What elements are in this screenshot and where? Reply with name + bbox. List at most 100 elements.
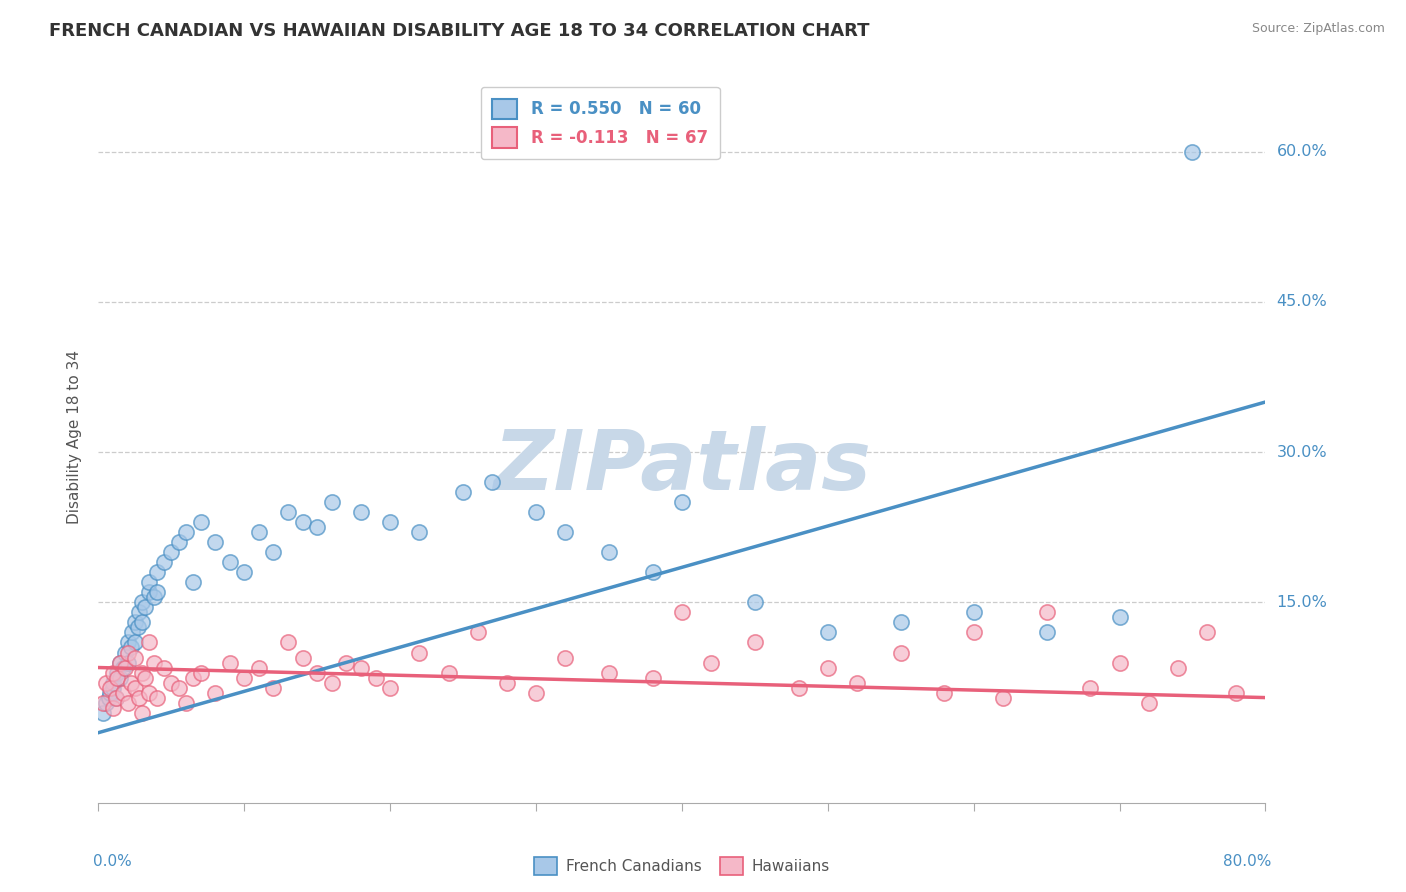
Point [110, 656, 132, 670]
Text: 60.0%: 60.0% [1277, 144, 1327, 159]
Point [114, 646, 136, 660]
Point [131, 595, 153, 609]
Point [97, 690, 120, 705]
Point [364, 671, 387, 685]
Point [120, 640, 142, 655]
Point [671, 495, 693, 509]
Point [138, 635, 160, 649]
Point [408, 525, 430, 540]
Point [962, 625, 984, 640]
Point [700, 656, 723, 670]
Point [233, 566, 256, 580]
Point [190, 665, 212, 680]
Point [1080, 681, 1102, 695]
Point [218, 656, 240, 670]
Point [101, 681, 124, 695]
Point [350, 660, 373, 674]
Point [146, 690, 169, 705]
Point [104, 690, 127, 705]
Point [146, 566, 169, 580]
Point [124, 681, 146, 695]
Point [110, 656, 132, 670]
Point [598, 545, 620, 559]
Point [218, 555, 240, 569]
Text: FRENCH CANADIAN VS HAWAIIAN DISABILITY AGE 18 TO 34 CORRELATION CHART: FRENCH CANADIAN VS HAWAIIAN DISABILITY A… [49, 22, 870, 40]
Point [167, 681, 190, 695]
Text: 0.0%: 0.0% [93, 854, 131, 869]
Point [101, 665, 124, 680]
Point [641, 566, 664, 580]
Point [277, 635, 299, 649]
Point [641, 671, 664, 685]
Point [104, 690, 127, 705]
Point [451, 485, 474, 500]
Point [350, 505, 373, 519]
Text: 30.0%: 30.0% [1277, 444, 1327, 459]
Point [671, 606, 693, 620]
Point [117, 635, 139, 649]
Point [174, 696, 197, 710]
Point [117, 646, 139, 660]
Point [138, 685, 160, 699]
Point [307, 520, 329, 534]
Point [817, 660, 839, 674]
Point [890, 615, 912, 630]
Point [134, 600, 156, 615]
Point [962, 606, 984, 620]
Point [124, 615, 146, 630]
Point [307, 665, 329, 680]
Point [233, 671, 256, 685]
Point [1035, 625, 1057, 640]
Point [128, 606, 150, 620]
Point [131, 615, 153, 630]
Legend: French Canadians, Hawaiians: French Canadians, Hawaiians [526, 849, 838, 883]
Point [263, 681, 285, 695]
Point [247, 660, 270, 674]
Point [408, 646, 430, 660]
Point [112, 685, 135, 699]
Point [1108, 656, 1130, 670]
Point [91, 696, 114, 710]
Point [117, 696, 139, 710]
Point [160, 545, 183, 559]
Point [524, 685, 547, 699]
Point [110, 671, 132, 685]
Point [598, 665, 620, 680]
Point [1137, 696, 1160, 710]
Point [321, 495, 343, 509]
Point [277, 505, 299, 519]
Text: Source: ZipAtlas.com: Source: ZipAtlas.com [1251, 22, 1385, 36]
Point [131, 706, 153, 720]
Point [124, 635, 146, 649]
Point [142, 656, 165, 670]
Point [890, 646, 912, 660]
Point [160, 675, 183, 690]
Point [94, 675, 117, 690]
Point [787, 681, 810, 695]
Point [121, 625, 143, 640]
Point [263, 545, 285, 559]
Point [467, 625, 489, 640]
Point [291, 650, 314, 665]
Point [117, 656, 139, 670]
Point [204, 685, 226, 699]
Point [124, 650, 146, 665]
Y-axis label: Disability Age 18 to 34: Disability Age 18 to 34 [67, 350, 83, 524]
Point [120, 675, 142, 690]
Text: 80.0%: 80.0% [1223, 854, 1271, 869]
Point [1225, 685, 1247, 699]
Point [94, 696, 117, 710]
Point [991, 690, 1014, 705]
Point [554, 650, 576, 665]
Point [1181, 145, 1204, 159]
Point [380, 515, 402, 529]
Point [105, 665, 128, 680]
Point [138, 585, 160, 599]
Point [437, 665, 460, 680]
Point [380, 681, 402, 695]
Point [142, 591, 165, 605]
Text: ZIPatlas: ZIPatlas [494, 425, 870, 507]
Point [112, 660, 135, 674]
Point [1167, 660, 1189, 674]
Point [204, 535, 226, 549]
